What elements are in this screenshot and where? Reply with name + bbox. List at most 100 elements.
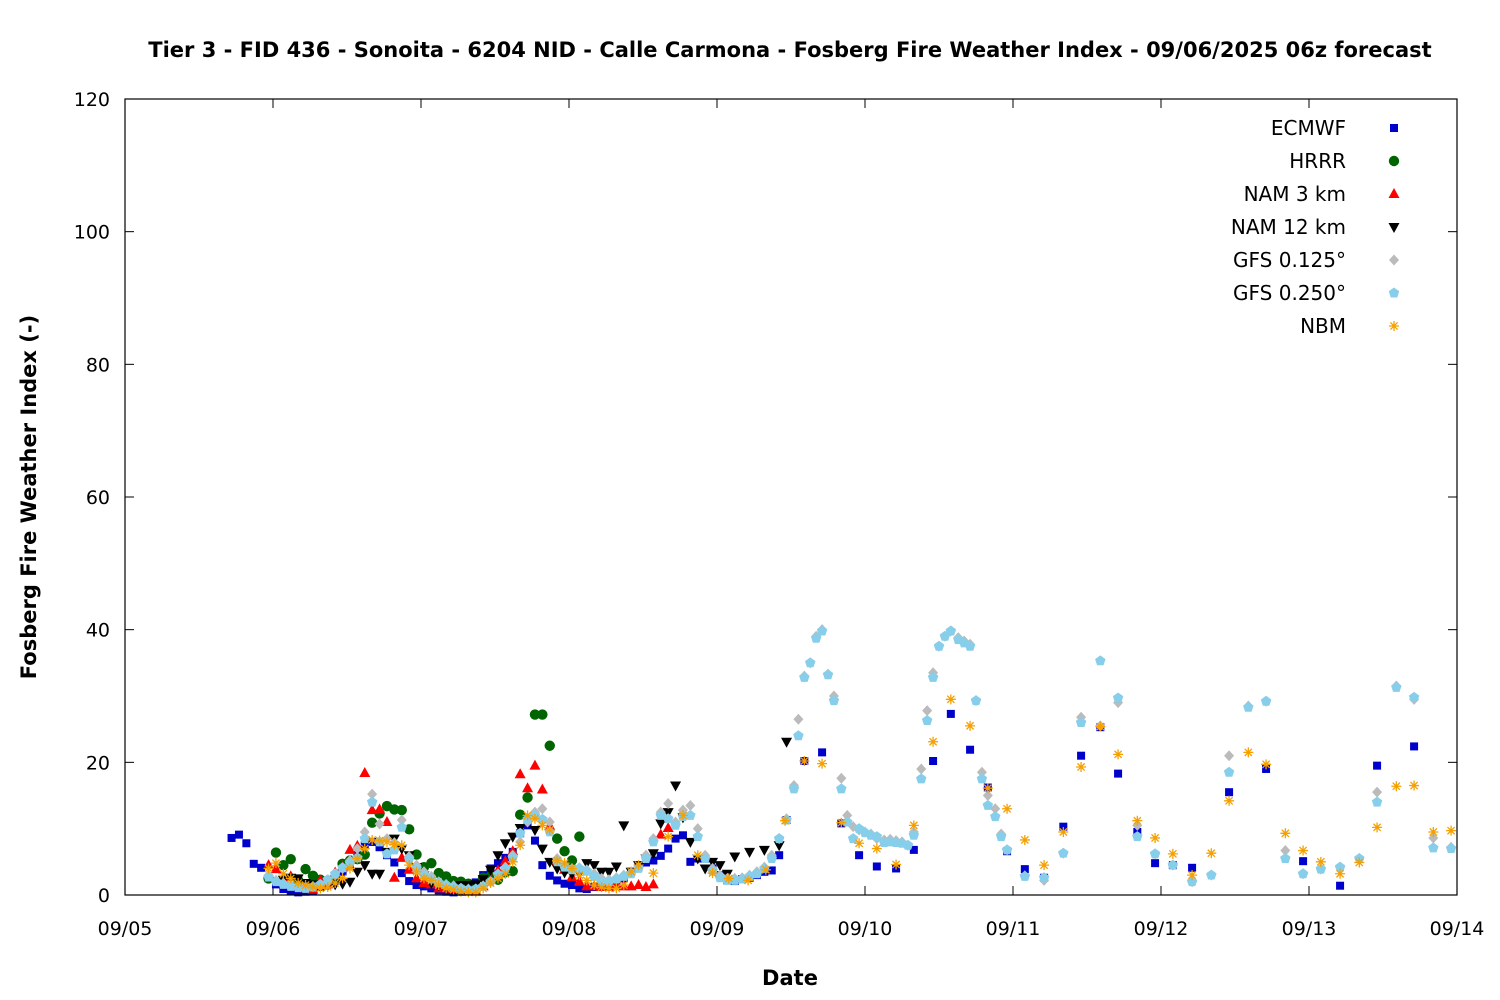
data-point	[916, 763, 927, 775]
data-point	[909, 845, 918, 854]
data-point	[1428, 826, 1439, 837]
data-point	[945, 694, 956, 705]
data-point	[678, 831, 687, 840]
data-point	[294, 888, 303, 897]
data-point	[1315, 856, 1326, 867]
data-point	[603, 883, 614, 894]
data-point	[359, 861, 371, 872]
data-point	[1373, 761, 1382, 770]
data-point	[270, 858, 281, 869]
data-point	[836, 817, 847, 828]
data-point	[529, 813, 540, 824]
legend-label: GFS 0.250°	[1233, 281, 1346, 305]
data-point	[723, 873, 734, 884]
data-point	[648, 868, 659, 879]
data-point	[359, 826, 370, 838]
data-point	[381, 848, 393, 859]
data-point	[1167, 848, 1178, 859]
data-point	[1371, 796, 1383, 807]
x-tick-label: 09/08	[542, 918, 597, 940]
data-point	[1149, 848, 1161, 859]
data-point	[433, 880, 444, 891]
data-point	[374, 803, 386, 814]
data-point	[1445, 843, 1457, 854]
data-point	[663, 797, 674, 809]
x-tick-label: 09/07	[394, 918, 449, 940]
data-point	[270, 847, 282, 858]
data-point	[816, 625, 828, 636]
x-tick-label: 09/06	[246, 918, 301, 940]
data-point	[344, 843, 356, 854]
data-point	[1409, 780, 1420, 791]
data-point	[507, 832, 519, 843]
data-point	[982, 799, 994, 810]
data-point	[337, 862, 348, 873]
data-point	[545, 871, 554, 880]
data-point	[1408, 691, 1420, 702]
data-point	[322, 874, 333, 885]
data-point	[1446, 825, 1457, 836]
data-point	[485, 878, 496, 889]
data-point	[871, 843, 882, 854]
data-point	[404, 860, 415, 871]
data-point	[684, 837, 696, 848]
data-point	[337, 879, 349, 890]
data-point	[928, 736, 939, 747]
data-point	[589, 880, 600, 891]
data-point	[990, 811, 1001, 822]
data-point	[478, 883, 489, 894]
legend-label: NBM	[1300, 314, 1346, 338]
data-point	[633, 860, 644, 871]
data-point	[374, 869, 386, 880]
y-tick-label: 0	[98, 885, 110, 907]
legend-label: GFS 0.125°	[1233, 248, 1346, 272]
data-point	[995, 831, 1007, 842]
data-point	[670, 781, 682, 792]
data-point	[1336, 881, 1345, 890]
data-point	[1280, 828, 1291, 839]
data-point	[1150, 832, 1161, 843]
data-point	[455, 886, 466, 897]
data-point	[1224, 750, 1235, 762]
data-point	[854, 838, 865, 849]
data-point	[1243, 747, 1254, 758]
data-point	[1114, 769, 1123, 778]
data-point	[822, 669, 834, 680]
data-point	[1001, 844, 1013, 855]
data-point	[522, 792, 533, 803]
data-point	[367, 834, 378, 845]
data-point	[366, 796, 378, 807]
data-point	[279, 885, 288, 894]
data-point	[610, 862, 622, 873]
data-point	[477, 875, 489, 886]
data-point	[603, 867, 615, 878]
data-point	[375, 843, 384, 852]
data-point	[908, 820, 919, 831]
data-point	[1019, 870, 1031, 881]
data-point	[242, 839, 251, 848]
data-point	[359, 843, 370, 854]
data-point	[381, 836, 392, 847]
x-tick-label: 09/09	[690, 918, 745, 940]
y-axis-ticks: 0 20 40 60 80 100 120	[74, 89, 1457, 907]
data-point	[366, 869, 378, 880]
data-point	[1372, 822, 1383, 833]
data-point	[566, 863, 577, 874]
data-point	[552, 855, 563, 866]
data-point	[1077, 751, 1086, 760]
data-point	[403, 853, 415, 864]
y-tick-label: 40	[86, 620, 110, 642]
data-point	[227, 833, 236, 842]
data-point	[344, 877, 356, 888]
data-point	[1020, 865, 1029, 874]
data-point	[574, 831, 585, 842]
data-point	[729, 852, 741, 863]
data-point	[1391, 681, 1402, 692]
data-point	[692, 823, 703, 835]
data-point	[640, 853, 652, 863]
data-point	[1223, 766, 1235, 777]
data-point	[396, 840, 407, 851]
data-point	[388, 871, 400, 882]
data-point	[699, 864, 711, 875]
x-tick-label: 09/12	[1134, 918, 1189, 940]
